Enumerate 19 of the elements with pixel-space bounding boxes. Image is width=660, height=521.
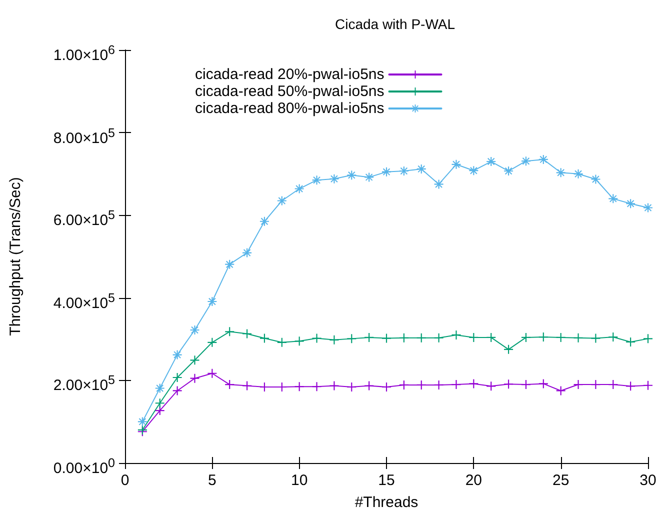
legend-label: cicada-read 20%-pwal-io5ns	[195, 66, 384, 83]
x-tick-label: 5	[208, 472, 216, 489]
x-tick-label: 25	[552, 472, 570, 489]
y-tick-label: 4.00×10$^{5}$	[53, 290, 115, 312]
y-tick-label: 2.00×10$^{5}$	[53, 372, 115, 394]
x-tick-label: 15	[378, 472, 395, 489]
x-tick-label: 10	[290, 472, 308, 489]
x-axis-title: #Threads	[354, 494, 418, 511]
legend-label: cicada-read 80%-pwal-io5ns	[195, 100, 384, 117]
legend-label: cicada-read 50%-pwal-io5ns	[195, 83, 384, 100]
y-tick-label: 6.00×10$^{5}$	[53, 207, 115, 230]
chart-title: Cicada with P-WAL	[334, 16, 456, 32]
y-tick-label: 8.00×10$^{5}$	[53, 124, 115, 147]
x-tick-label: 30	[640, 472, 656, 489]
y-tick-label: 1.00×10$^{6}$	[53, 42, 115, 64]
y-tick-label: 0.00×10$^{0}$	[53, 455, 115, 477]
y-axis-title: Throughput (Trans/Sec)	[7, 177, 24, 336]
x-tick-label: 0	[120, 472, 130, 489]
x-tick-label: 20	[465, 472, 482, 489]
